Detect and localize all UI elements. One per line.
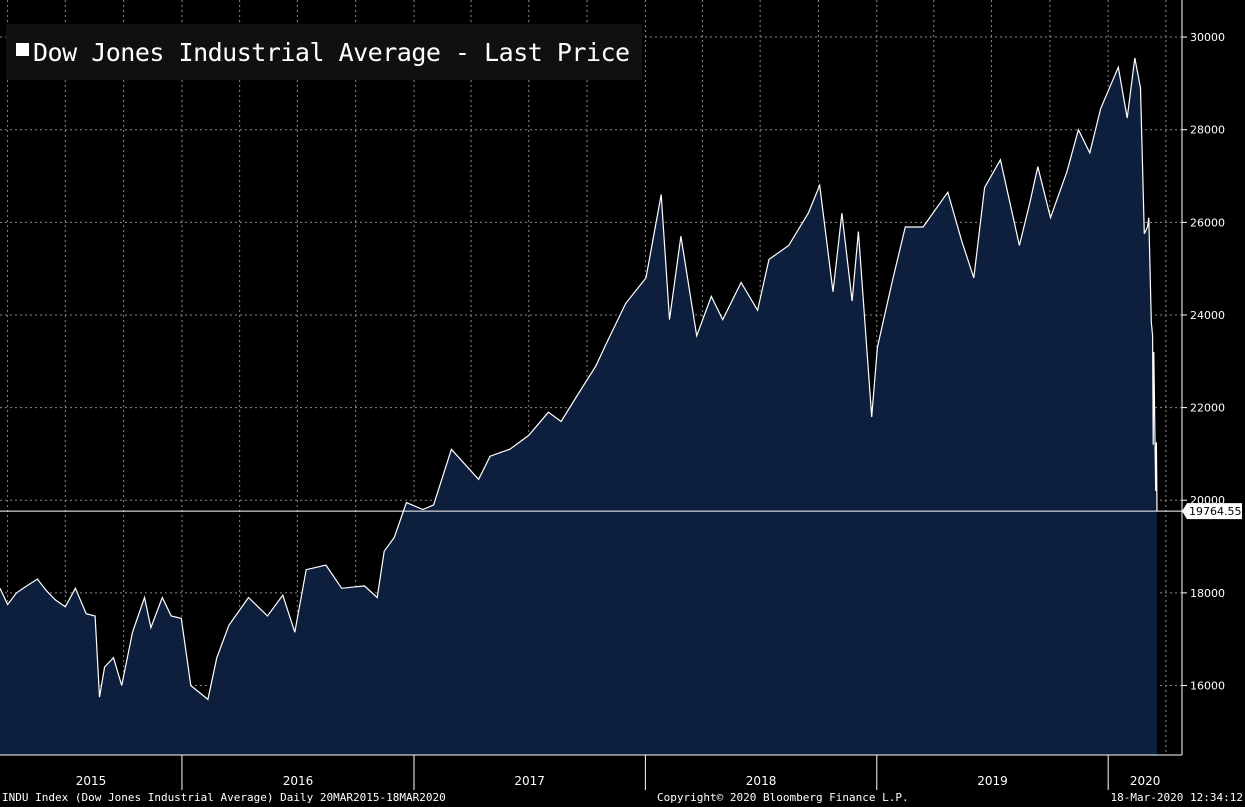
y-tick-label: 24000 [1190,309,1225,322]
x-tick-label: 2020 [1130,774,1161,788]
y-tick-label: 22000 [1190,402,1225,415]
price-line [0,57,1158,701]
x-tick-label: 2016 [283,774,314,788]
price-area [0,57,1157,755]
y-tick-label: 18000 [1190,587,1225,600]
last-price-marker: 19764.55 [0,503,1242,520]
chart-grid [0,0,1182,755]
chart-axes [0,0,1183,756]
y-tick-label: 16000 [1190,680,1225,693]
x-axis: 2015 2016 2017 2018 2019 2020 [76,755,1161,790]
x-tick-label: 2015 [76,774,107,788]
footer-bar: INDU Index (Dow Jones Industrial Average… [0,790,1245,807]
footer-security-info: INDU Index (Dow Jones Industrial Average… [2,791,446,804]
series-swatch-icon [16,42,29,56]
x-tick-label: 2018 [746,774,777,788]
y-tick-label: 30000 [1190,31,1225,44]
chart-title: Dow Jones Industrial Average - Last Pric… [33,37,630,67]
y-tick-label: 28000 [1190,124,1225,137]
x-tick-label: 2019 [977,774,1008,788]
legend-title: Dow Jones Industrial Average - Last Pric… [6,24,642,80]
footer-copyright: Copyright© 2020 Bloomberg Finance L.P. [657,791,909,804]
x-tick-label: 2017 [514,774,545,788]
y-tick-label: 26000 [1190,216,1225,229]
last-price-tag [1182,503,1242,520]
last-price-label: 19764.55 [1189,505,1242,518]
footer-timestamp: 18-Mar-2020 12:34:12 [1110,791,1243,804]
